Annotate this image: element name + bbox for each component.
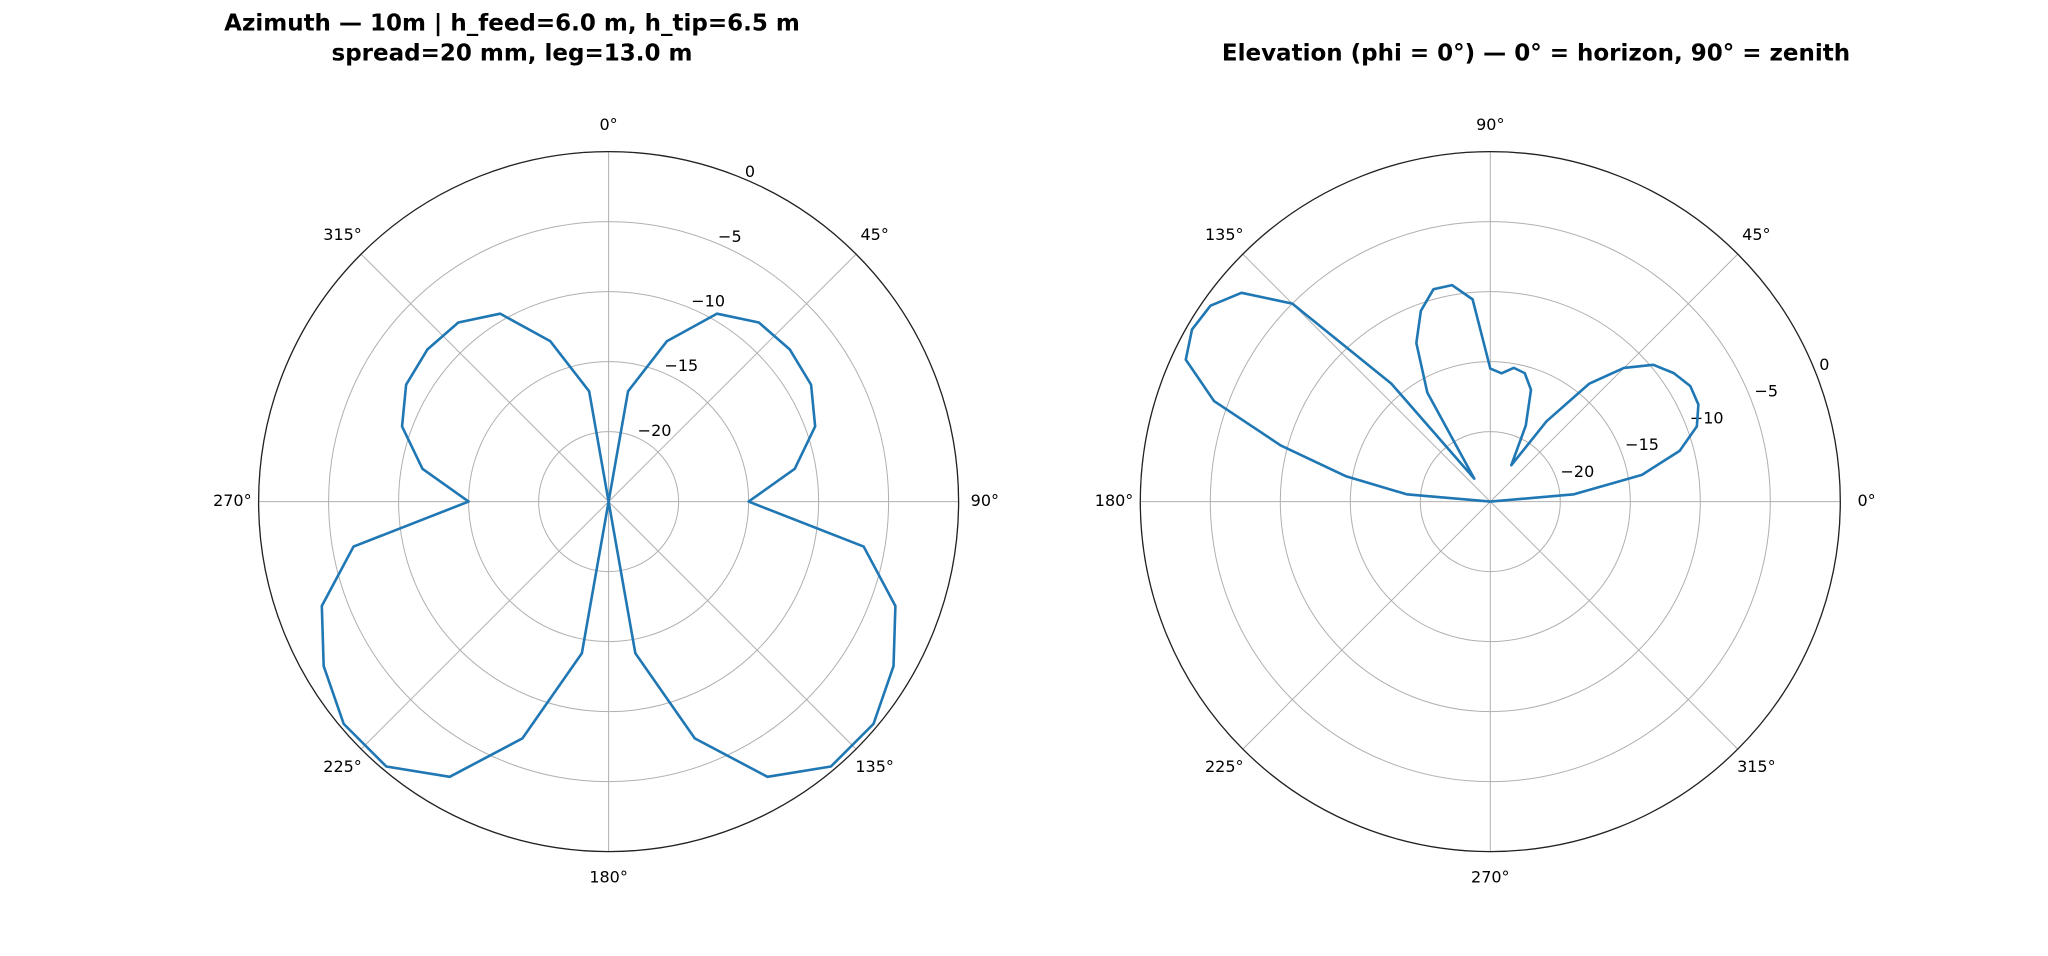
theta-tick-label: 135° (855, 757, 894, 776)
r-tick-label: −15 (664, 356, 698, 375)
angular-grid-line (1242, 501, 1491, 750)
angular-grid-line (608, 253, 857, 502)
angular-grid-line (1489, 501, 1739, 750)
chart-title: Azimuth — 10m | h_feed=6.0 m, h_tip=6.5 … (224, 11, 800, 37)
pattern-line (320, 312, 897, 779)
theta-tick-label: 0° (600, 115, 618, 134)
angular-grid-line (1242, 253, 1491, 502)
theta-tick-label: 0° (1857, 491, 1875, 510)
theta-tick-label: 315° (323, 225, 362, 244)
polar-spine (257, 150, 960, 853)
r-tick-label: 0 (1819, 355, 1829, 374)
angular-grid-line (360, 253, 609, 502)
theta-tick-label: 90° (1476, 115, 1504, 134)
r-tick-label: 0 (745, 162, 755, 181)
radial-grid-circle (328, 221, 890, 783)
theta-tick-label: 180° (589, 867, 628, 886)
r-tick-label: −10 (691, 292, 725, 311)
radial-grid-circle (1209, 221, 1771, 783)
theta-tick-label: 315° (1737, 757, 1776, 776)
r-tick-label: −10 (1690, 408, 1724, 427)
angular-grid-line (360, 501, 609, 750)
radial-grid-circle (1419, 431, 1561, 573)
radial-grid-circle (538, 431, 680, 573)
theta-tick-label: 45° (860, 225, 888, 244)
radial-grid-circle (1349, 361, 1631, 643)
radial-grid-circle (398, 291, 820, 713)
theta-tick-label: 270° (1471, 867, 1510, 886)
theta-tick-label: 270° (213, 491, 252, 510)
r-tick-label: −5 (1755, 382, 1779, 401)
angular-grid-line (608, 501, 857, 750)
r-tick-label: −5 (718, 227, 742, 246)
theta-tick-label: 180° (1095, 491, 1134, 510)
chart-title: spread=20 mm, leg=13.0 m (332, 41, 693, 67)
theta-tick-label: 225° (1205, 757, 1244, 776)
radial-grid-circle (1279, 291, 1701, 713)
r-tick-label: −15 (1625, 435, 1659, 454)
theta-tick-label: 45° (1742, 225, 1770, 244)
theta-tick-label: 225° (323, 757, 362, 776)
pattern-line (1184, 283, 1700, 503)
theta-tick-label: 90° (971, 491, 999, 510)
r-tick-label: −20 (1561, 462, 1595, 481)
theta-tick-label: 135° (1205, 225, 1244, 244)
chart-title: Elevation (phi = 0°) — 0° = horizon, 90°… (1222, 41, 1850, 67)
r-tick-label: −20 (638, 421, 672, 440)
angular-grid-line (1489, 253, 1739, 502)
polar-spine (1139, 150, 1841, 853)
